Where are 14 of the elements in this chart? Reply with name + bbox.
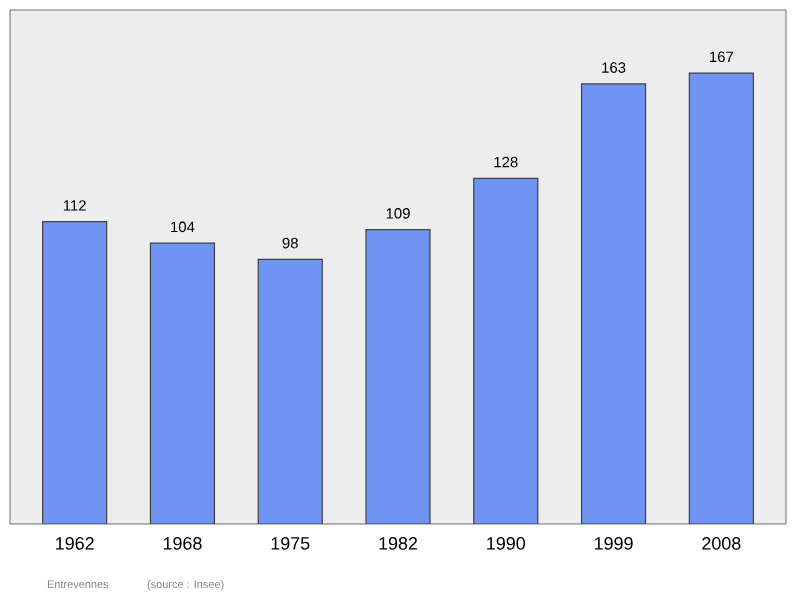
x-tick-label: 1975 [271,537,310,550]
bar [688,72,754,524]
x-tick-label: 2008 [702,537,741,550]
x-tick-label: 1982 [379,537,418,550]
bar [150,243,215,524]
x-tick-label: 1999 [594,537,633,550]
bar [473,178,538,524]
x-tick-label: 1968 [163,537,202,550]
x-tick-label: 1962 [56,537,94,550]
bar [581,83,646,524]
bar [258,259,323,524]
bar [366,229,431,524]
bar [42,221,107,524]
x-tick-label: 1990 [487,537,526,550]
